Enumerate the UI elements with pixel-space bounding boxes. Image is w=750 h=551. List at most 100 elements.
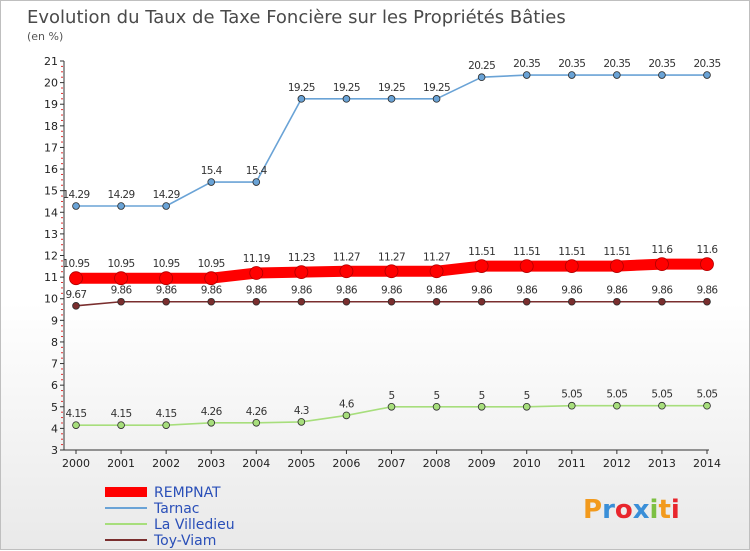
y-tick-label: 17 <box>44 141 58 154</box>
y-tick-label: 10 <box>44 293 58 306</box>
point-toy-viam <box>567 297 576 306</box>
data-label-tarnac: 14.29 <box>62 189 89 201</box>
data-label-la-villedieu: 4.15 <box>66 408 87 420</box>
data-label-tarnac: 20.35 <box>648 58 675 70</box>
x-tick-label: 2004 <box>242 457 270 470</box>
point-rempnat <box>294 265 309 280</box>
point-tarnac <box>658 71 666 79</box>
y-tick-label: 15 <box>44 185 58 198</box>
point-tarnac <box>522 71 531 79</box>
point-toy-viam <box>117 297 125 306</box>
data-label-toy-viam: 9.86 <box>426 285 448 297</box>
data-label-tarnac: 14.29 <box>153 189 180 201</box>
data-label-tarnac: 20.35 <box>513 58 540 70</box>
data-label-toy-viam: 9.86 <box>606 285 628 297</box>
point-rempnat <box>700 257 714 272</box>
data-label-toy-viam: 9.86 <box>651 285 673 297</box>
data-label-tarnac: 15.4 <box>246 165 268 177</box>
logo-letter: r <box>602 495 615 525</box>
point-la-villedieu <box>297 418 306 426</box>
y-tick-label: 12 <box>44 250 58 263</box>
x-tick-label: 2008 <box>423 457 451 470</box>
data-label-la-villedieu: 4.6 <box>339 398 355 410</box>
data-label-rempnat: 11.6 <box>697 244 719 256</box>
point-rempnat <box>114 271 128 286</box>
point-la-villedieu <box>162 421 170 429</box>
data-label-rempnat: 11.6 <box>651 244 673 256</box>
data-label-toy-viam: 9.86 <box>291 285 313 297</box>
point-la-villedieu <box>432 402 441 411</box>
point-rempnat <box>655 257 669 272</box>
y-tick-label: 7 <box>51 358 58 371</box>
point-tarnac <box>567 71 576 79</box>
y-tick-label: 19 <box>44 98 58 111</box>
y-tick-label: 13 <box>44 228 58 241</box>
y-tick-label: 3 <box>51 444 58 457</box>
point-tarnac <box>703 71 711 79</box>
data-label-toy-viam: 9.86 <box>336 285 358 297</box>
point-la-villedieu <box>658 401 666 410</box>
point-la-villedieu <box>342 411 351 420</box>
point-toy-viam <box>342 297 351 306</box>
point-rempnat <box>159 271 174 286</box>
logo-letter: i <box>671 495 680 525</box>
data-label-la-villedieu: 5 <box>479 390 485 402</box>
data-label-la-villedieu: 5.05 <box>651 389 672 401</box>
data-label-la-villedieu: 5.05 <box>606 389 627 401</box>
data-label-tarnac: 15.4 <box>201 165 223 177</box>
point-toy-viam <box>72 302 80 310</box>
y-tick-label: 20 <box>44 77 58 90</box>
chart-title: Evolution du Taux de Taxe Foncière sur l… <box>27 7 566 28</box>
data-label-rempnat: 10.95 <box>62 258 89 270</box>
x-tick-label: 2006 <box>332 457 360 470</box>
data-label-toy-viam: 9.67 <box>66 289 87 301</box>
data-label-toy-viam: 9.86 <box>246 285 268 297</box>
y-tick-label: 4 <box>51 422 58 435</box>
data-label-la-villedieu: 5 <box>524 390 530 402</box>
point-toy-viam <box>522 297 531 306</box>
point-tarnac <box>117 202 125 210</box>
x-tick-label: 2005 <box>287 457 315 470</box>
point-rempnat <box>339 264 354 279</box>
x-tick-label: 2003 <box>197 457 225 470</box>
legend-label-la-villedieu: La Villedieu <box>154 517 235 533</box>
point-rempnat <box>204 271 219 286</box>
proxiti-logo: Proxiti <box>583 495 680 525</box>
data-label-la-villedieu: 5.05 <box>561 389 582 401</box>
data-label-rempnat: 11.51 <box>513 246 540 258</box>
point-la-villedieu <box>613 401 621 410</box>
point-la-villedieu <box>72 421 80 429</box>
logo-letter: x <box>633 495 650 525</box>
data-label-rempnat: 11.51 <box>603 246 630 258</box>
point-tarnac <box>297 95 306 103</box>
point-tarnac <box>342 95 351 103</box>
chart-subtitle: (en %) <box>27 30 63 43</box>
data-label-rempnat: 11.19 <box>243 253 270 265</box>
point-toy-viam <box>658 297 666 306</box>
x-tick-label: 2011 <box>558 457 586 470</box>
x-tick-label: 2009 <box>468 457 496 470</box>
point-la-villedieu <box>117 421 125 429</box>
x-tick-label: 2014 <box>693 457 721 470</box>
point-toy-viam <box>613 297 621 306</box>
data-label-la-villedieu: 4.3 <box>294 405 309 417</box>
point-la-villedieu <box>477 402 486 411</box>
data-label-tarnac: 19.25 <box>288 82 315 94</box>
data-label-rempnat: 11.27 <box>333 251 360 263</box>
data-label-tarnac: 20.25 <box>468 60 495 72</box>
data-label-toy-viam: 9.86 <box>697 285 719 297</box>
point-la-villedieu <box>252 418 261 427</box>
data-label-rempnat: 10.95 <box>153 258 180 270</box>
logo-letter: P <box>583 495 602 525</box>
data-label-toy-viam: 9.86 <box>201 285 223 297</box>
x-tick-label: 2000 <box>62 457 90 470</box>
logo-letter: o <box>615 495 633 525</box>
data-label-toy-viam: 9.86 <box>381 285 403 297</box>
y-tick-label: 8 <box>51 336 58 349</box>
y-tick-label: 9 <box>51 314 58 327</box>
y-tick-label: 14 <box>44 206 58 219</box>
data-label-tarnac: 20.35 <box>558 58 585 70</box>
y-tick-label: 16 <box>44 163 58 176</box>
point-tarnac <box>72 202 80 210</box>
point-tarnac <box>162 202 170 210</box>
